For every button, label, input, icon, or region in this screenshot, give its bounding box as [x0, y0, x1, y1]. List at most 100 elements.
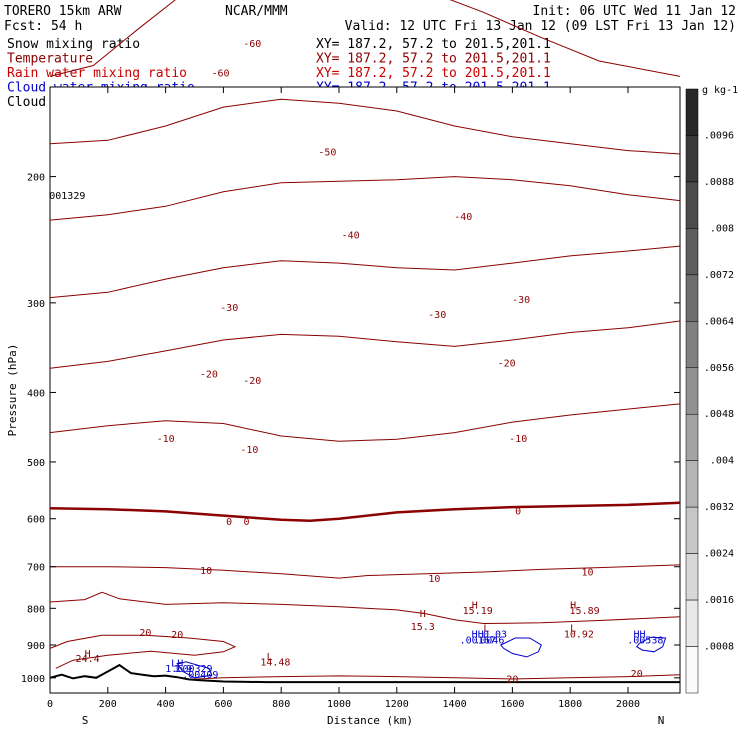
x-tick-label: 0 — [47, 699, 53, 710]
colorbar-unit: g kg-1 — [702, 85, 738, 96]
contour-label: L — [267, 652, 273, 663]
contour-label: 15.3 — [411, 622, 435, 633]
contour-label: 14.48 — [260, 658, 290, 669]
colorbar-swatch — [685, 460, 699, 508]
contour-label: H — [85, 649, 91, 660]
field-xy-range: XY= 187.2, 57.2 to 201.5,201.1 — [316, 52, 551, 67]
colorbar-swatch — [685, 274, 699, 322]
isotherm-line — [188, 674, 681, 680]
x-tick-label: 1400 — [443, 699, 467, 710]
south-end-label: S — [82, 714, 89, 727]
contour-label: H — [472, 600, 478, 611]
contour-label: 0 — [226, 517, 232, 528]
isotherm-line — [50, 564, 681, 579]
isotherm-line — [49, 501, 681, 523]
x-axis-ticks: 0 200 400 600 800 1000 1200 1400 1600 1800 2000 — [47, 87, 640, 710]
contour-label: -20 — [498, 359, 516, 370]
colorbar-tick-label: .0016 — [704, 595, 734, 606]
colorbar-swatch — [685, 181, 699, 229]
contour-label: H — [570, 600, 576, 611]
contour-label: .00538 — [627, 635, 663, 646]
contour-label: 10 — [581, 568, 593, 579]
colorbar-swatch — [685, 506, 699, 554]
terrain-line — [49, 663, 680, 684]
plot-frame — [49, 86, 681, 694]
x-tick-label: 200 — [99, 699, 117, 710]
y-tick-label: 400 — [27, 388, 45, 399]
contour-label: -50 — [318, 148, 336, 159]
terrain-surface — [49, 663, 680, 684]
contour-label: 10 — [428, 574, 440, 585]
field-label: Temperature — [7, 52, 93, 67]
x-tick-label: 400 — [157, 699, 175, 710]
contour-label: -30 — [512, 295, 530, 306]
x-tick-label: 1800 — [558, 699, 582, 710]
plot-area: -60 -60 -50 -40 -40 -30 -30 -30 -20 -20 -20 -10 -10 -… — [21, 0, 681, 710]
contour-label: 001329 — [49, 191, 85, 202]
field-label: Snow mixing ratio — [7, 37, 140, 52]
isotherm-line — [49, 0, 681, 77]
x-tick-label: 800 — [272, 699, 290, 710]
contour-label: 15.89 — [570, 606, 600, 617]
contour-label: -40 — [454, 212, 472, 223]
y-axis-label: Pressure (hPa) — [6, 344, 19, 437]
colorbar-tick-label: .0096 — [704, 130, 734, 141]
colorbar-swatch — [685, 553, 699, 601]
x-tick-label: 600 — [214, 699, 232, 710]
contour-label: L — [570, 624, 576, 635]
colorbar-swatch — [685, 321, 699, 369]
cloud-water-contour — [176, 661, 213, 679]
contour-label: 1.6 — [165, 664, 183, 675]
colorbar-swatch — [685, 135, 699, 183]
field-label: Rain water mixing ratio — [7, 66, 187, 81]
contour-label: 0 — [243, 517, 249, 528]
contour-label: -30 — [428, 310, 446, 321]
contour-label: -30 — [220, 303, 238, 314]
contour-label: L — [483, 624, 489, 635]
contour-label: 10 — [200, 566, 212, 577]
y-tick-label: 500 — [27, 458, 45, 469]
isotherm-line — [49, 245, 681, 299]
contour-label: 15.19 — [463, 606, 493, 617]
contour-label: 20 — [506, 674, 518, 685]
isotherm-line — [49, 591, 681, 625]
contour-label: -40 — [342, 231, 360, 242]
y-tick-label: 1000 — [21, 674, 45, 685]
colorbar-tick-label: .0048 — [704, 409, 734, 420]
colorbar-swatch — [685, 413, 699, 461]
x-tick-label: 2000 — [616, 699, 640, 710]
x-axis-label: Distance (km) — [327, 714, 413, 727]
contour-label: -10 — [157, 434, 175, 445]
contour-label: 0.03 — [483, 629, 507, 640]
isotherm-line — [49, 634, 237, 669]
colorbar-tick-label: .0064 — [704, 316, 734, 327]
x-tick-label: 1000 — [327, 699, 351, 710]
contour-label: -20 — [243, 376, 261, 387]
colorbar-tick-label: .004 — [710, 456, 734, 467]
contour-annotations: -60 -60 -50 -40 -40 -30 -30 -30 -20 -20 -20 -10 -10 -… — [49, 39, 663, 685]
model-label: TORERO 15km ARW — [4, 4, 122, 19]
colorbar-swatch — [685, 88, 699, 136]
isotherm-line — [49, 98, 681, 155]
y-tick-label: 600 — [27, 515, 45, 526]
contour-label: -60 — [211, 68, 229, 79]
x-tick-label: 1200 — [385, 699, 409, 710]
contour-label: 20 — [171, 630, 183, 641]
colorbar: g kg-1 .0096 .0088 .008 .0072 .0064 .0056 .004… — [685, 85, 738, 694]
y-tick-label: 200 — [27, 173, 45, 184]
cloud-water-contour — [635, 636, 667, 653]
y-tick-label: 900 — [27, 641, 45, 652]
north-end-label: N — [658, 714, 665, 727]
contour-label: 10.92 — [564, 629, 594, 640]
y-tick-label: 300 — [27, 299, 45, 310]
colorbar-tick-label: .0072 — [704, 270, 734, 281]
colorbar-tick-label: .0024 — [704, 549, 734, 560]
isotherm-line — [49, 403, 681, 442]
colorbar-swatch — [685, 599, 699, 647]
contour-label: 1.9 — [174, 664, 192, 675]
contour-label: -60 — [243, 39, 261, 50]
isotherm-line — [49, 320, 681, 369]
contour-label: -10 — [509, 434, 527, 445]
